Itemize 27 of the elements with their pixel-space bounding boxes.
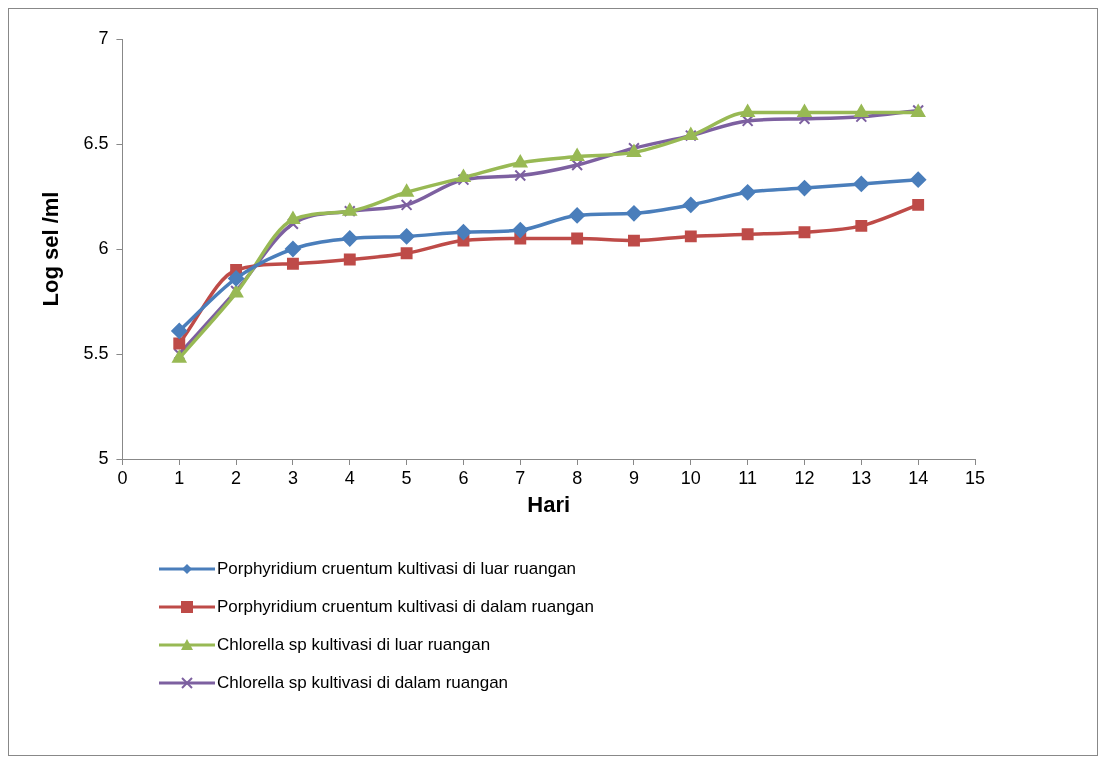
y-tick-label: 7	[98, 27, 109, 48]
x-tick-label: 7	[515, 467, 526, 488]
y-tick-label: 6.5	[83, 132, 109, 153]
legend-label: Porphyridium cruentum kultivasi di dalam ruangan	[217, 597, 595, 617]
x-tick-label: 1	[174, 467, 185, 488]
x-axis-title: Hari	[527, 491, 571, 517]
x-tick-label: 14	[908, 467, 929, 488]
x-tick-label: 15	[964, 467, 986, 488]
x-tick-label: 5	[401, 467, 412, 488]
legend-label: Porphyridium cruentum kultivasi di luar ruangan	[217, 559, 577, 579]
y-tick-label: 5.5	[83, 342, 109, 363]
x-tick-label: 2	[231, 467, 242, 488]
x-tick-label: 12	[794, 467, 815, 488]
legend-label: Chlorella sp kultivasi di dalam ruangan	[217, 673, 509, 693]
x-tick-label: 9	[628, 467, 639, 488]
x-tick-label: 10	[680, 467, 701, 488]
y-axis-title: Log sel /ml	[38, 191, 64, 307]
x-tick-label: 8	[572, 467, 583, 488]
y-tick-label: 5	[98, 447, 109, 468]
legend-label: Chlorella sp kultivasi di luar ruangan	[217, 635, 491, 655]
x-tick-label: 4	[344, 467, 355, 488]
x-tick-label: 6	[458, 467, 469, 488]
x-tick-label: 11	[738, 467, 757, 488]
x-tick-label: 13	[851, 467, 872, 488]
x-tick-label: 0	[117, 467, 128, 488]
y-tick-label: 6	[98, 237, 109, 258]
x-tick-label: 3	[287, 467, 298, 488]
